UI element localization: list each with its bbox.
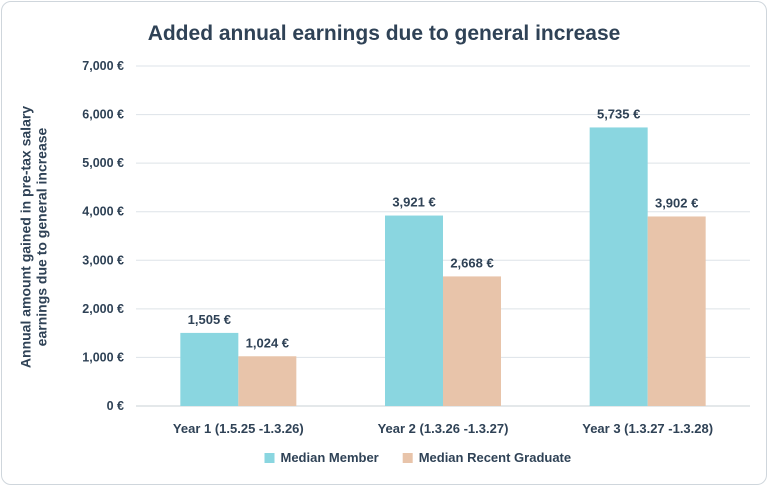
data-label: 3,921 €	[392, 195, 435, 210]
data-label: 1,024 €	[246, 335, 289, 350]
bar	[589, 127, 648, 406]
y-axis-label: Annual amount gained in pre-tax salaryea…	[17, 106, 49, 368]
legend-label: Median Member	[281, 450, 379, 465]
bars	[180, 127, 706, 406]
chart-title: Added annual earnings due to general inc…	[148, 22, 621, 45]
bar	[385, 215, 443, 406]
y-axis-label-line: earnings due to general increase	[33, 127, 49, 346]
legend-swatch	[402, 453, 413, 463]
legend: Median Member Median Recent Graduate	[264, 450, 571, 465]
y-axis-label-line: Annual amount gained in pre-tax salary	[17, 106, 33, 368]
bar	[238, 356, 297, 406]
bar	[647, 216, 706, 406]
legend-item: Median Recent Graduate	[402, 450, 571, 465]
data-label: 3,902 €	[655, 195, 698, 210]
legend-swatch	[264, 453, 275, 463]
x-category-label: Year 3 (1.3.27 -1.3.28)	[582, 421, 713, 436]
y-tick-label: 1,000 €	[82, 350, 124, 364]
y-axis-ticks: 0 € 1,000 € 2,000 € 3,000 € 4,000 € 5,000 € 6,…	[82, 59, 124, 413]
data-labels: 1,505 € 1,024 € 3,921 € 2,668 € 5,735 € 3,902…	[188, 106, 699, 350]
x-axis-categories: Year 1 (1.5.25 -1.3.26) Year 2 (1.3.26 -1…	[173, 421, 713, 436]
bar	[443, 276, 501, 406]
data-label: 5,735 €	[597, 106, 640, 121]
bar	[180, 332, 239, 406]
y-tick-label: 3,000 €	[82, 253, 124, 267]
x-category-label: Year 1 (1.5.25 -1.3.26)	[173, 421, 304, 436]
legend-item: Median Member	[264, 450, 379, 465]
y-tick-label: 6,000 €	[82, 108, 124, 122]
data-label: 2,668 €	[450, 255, 493, 270]
legend-label: Median Recent Graduate	[419, 450, 571, 465]
y-tick-label: 2,000 €	[82, 302, 124, 316]
data-label: 1,505 €	[188, 312, 231, 327]
y-tick-label: 5,000 €	[82, 156, 124, 170]
x-category-label: Year 2 (1.3.26 -1.3.27)	[378, 421, 509, 436]
y-tick-label: 4,000 €	[82, 205, 124, 219]
y-tick-label: 0 €	[107, 399, 124, 413]
y-tick-label: 7,000 €	[82, 59, 124, 73]
